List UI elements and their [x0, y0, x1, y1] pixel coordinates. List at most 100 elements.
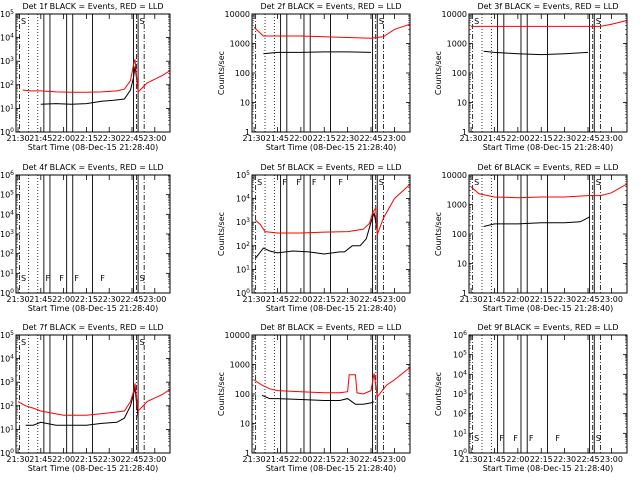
- panel-det-3: Det 3f BLACK = Events, RED = LLD Counts/s…: [434, 2, 628, 152]
- y-tick-label: 10: [240, 99, 250, 108]
- x-tick-label: 22:30: [553, 455, 576, 464]
- y-tick-label: 100: [236, 288, 250, 298]
- x-tick-label: 22:45: [576, 455, 599, 464]
- plot-frame: [468, 13, 628, 133]
- panel-title: Det 5f BLACK = Events, RED = LLD: [260, 163, 401, 172]
- y-tick-label: 10000: [225, 331, 250, 340]
- y-tick-label: 100: [235, 390, 250, 399]
- x-axis-label: Start Time (08-Dec-15 21:28:40): [28, 143, 159, 152]
- x-tick-label: 22:00: [289, 134, 312, 143]
- x-tick-label: 22:15: [75, 134, 98, 143]
- panel-title: Det 6f BLACK = Events, RED = LLD: [477, 163, 618, 172]
- x-tick-label: 22:15: [313, 134, 336, 143]
- marker-s: S: [21, 274, 26, 283]
- x-tick-label: 22:45: [120, 455, 143, 464]
- series-lld-line: [17, 383, 171, 416]
- y-tick-label: 101: [0, 268, 14, 278]
- y-axis-label: Counts/sec: [434, 372, 443, 416]
- x-tick-label: 23:00: [600, 134, 623, 143]
- plot-frame: [15, 13, 171, 133]
- marker-f: F: [499, 434, 504, 443]
- x-tick-label: 21:30: [6, 455, 29, 464]
- marker-f: F: [529, 434, 534, 443]
- y-tick-label: 1000: [447, 40, 467, 49]
- marker-f: F: [100, 274, 105, 283]
- y-tick-label: 100: [0, 127, 14, 137]
- x-tick-label: 22:45: [359, 455, 382, 464]
- y-tick-label: 1: [245, 449, 250, 458]
- x-tick-label: 22:45: [576, 134, 599, 143]
- x-tick-label: 23:00: [143, 134, 166, 143]
- series-events-line: [40, 66, 139, 105]
- marker-s: S: [474, 178, 479, 187]
- x-tick-label: 22:30: [98, 455, 121, 464]
- marker-s: S: [379, 178, 384, 187]
- plot-frame: [251, 174, 411, 294]
- marker-f: F: [312, 178, 317, 187]
- x-tick-label: 21:45: [483, 134, 506, 143]
- x-tick-label: 22:00: [52, 455, 75, 464]
- series-events-line: [255, 212, 378, 259]
- marker-f: F: [555, 434, 560, 443]
- y-tick-label: 101: [236, 264, 250, 274]
- series-lld-line: [253, 367, 411, 399]
- y-tick-label: 100: [452, 230, 467, 239]
- x-tick-label: 22:30: [553, 295, 576, 304]
- y-axis-label: Counts/sec: [434, 51, 443, 95]
- marker-f: F: [513, 434, 518, 443]
- marker-s: S: [474, 17, 479, 26]
- y-tick-label: 102: [236, 241, 250, 251]
- y-tick-label: 103: [0, 229, 14, 239]
- x-tick-label: 22:30: [98, 295, 121, 304]
- y-tick-label: 1: [245, 128, 250, 137]
- x-tick-label: 21:45: [266, 295, 289, 304]
- x-tick-label: 22:00: [289, 295, 312, 304]
- panel-title: Det 9f BLACK = Events, RED = LLD: [477, 323, 618, 332]
- x-axis-label: Start Time (08-Dec-15 21:28:40): [483, 464, 614, 473]
- panel-det-6: Det 6f BLACK = Events, RED = LLD Counts/s…: [434, 163, 628, 313]
- y-tick-label: 103: [0, 56, 14, 66]
- y-tick-label: 10000: [225, 10, 250, 19]
- x-tick-label: 21:30: [243, 455, 266, 464]
- marker-s: S: [257, 178, 262, 187]
- x-tick-label: 21:45: [29, 455, 52, 464]
- x-tick-label: 22:15: [75, 455, 98, 464]
- panel-det-9: Det 9f BLACK = Events, RED = LLD Counts/s…: [434, 323, 628, 473]
- y-tick-label: 1000: [230, 361, 250, 370]
- x-tick-label: 22:30: [336, 295, 359, 304]
- x-tick-label: 21:30: [460, 134, 483, 143]
- series-events-line: [261, 394, 375, 405]
- x-tick-label: 22:30: [553, 134, 576, 143]
- marker-f: F: [282, 178, 287, 187]
- panel-title: Det 3f BLACK = Events, RED = LLD: [477, 2, 618, 11]
- x-tick-label: 21:45: [483, 295, 506, 304]
- x-tick-label: 21:45: [266, 455, 289, 464]
- y-tick-label: 101: [0, 103, 14, 113]
- y-tick-label: 102: [0, 401, 14, 411]
- x-tick-label: 22:15: [530, 455, 553, 464]
- y-axis-label: Counts/sec: [434, 212, 443, 256]
- series-lld-line: [22, 59, 171, 93]
- series-lld-line: [471, 20, 628, 27]
- plot-frame: [251, 334, 411, 454]
- x-tick-label: 21:30: [6, 295, 29, 304]
- x-tick-label: 22:00: [506, 455, 529, 464]
- plot-frame: [251, 13, 411, 133]
- x-tick-label: 22:30: [98, 134, 121, 143]
- x-tick-label: 22:45: [359, 295, 382, 304]
- y-tick-label: 1000: [230, 40, 250, 49]
- x-tick-label: 22:15: [530, 295, 553, 304]
- y-axis-label: Counts/sec: [217, 212, 226, 256]
- y-tick-label: 10: [457, 260, 467, 269]
- x-tick-label: 22:45: [359, 134, 382, 143]
- marker-s: S: [21, 338, 26, 347]
- panel-det-8: Det 8f BLACK = Events, RED = LLD Counts/s…: [217, 323, 411, 473]
- y-tick-label: 104: [0, 33, 14, 43]
- y-tick-label: 105: [0, 330, 14, 340]
- marker-f: F: [59, 274, 64, 283]
- y-tick-label: 102: [0, 249, 14, 259]
- y-axis-label: Counts/sec: [217, 51, 226, 95]
- x-tick-label: 21:30: [6, 134, 29, 143]
- y-tick-label: 101: [0, 424, 14, 434]
- series-lld-line: [470, 183, 628, 199]
